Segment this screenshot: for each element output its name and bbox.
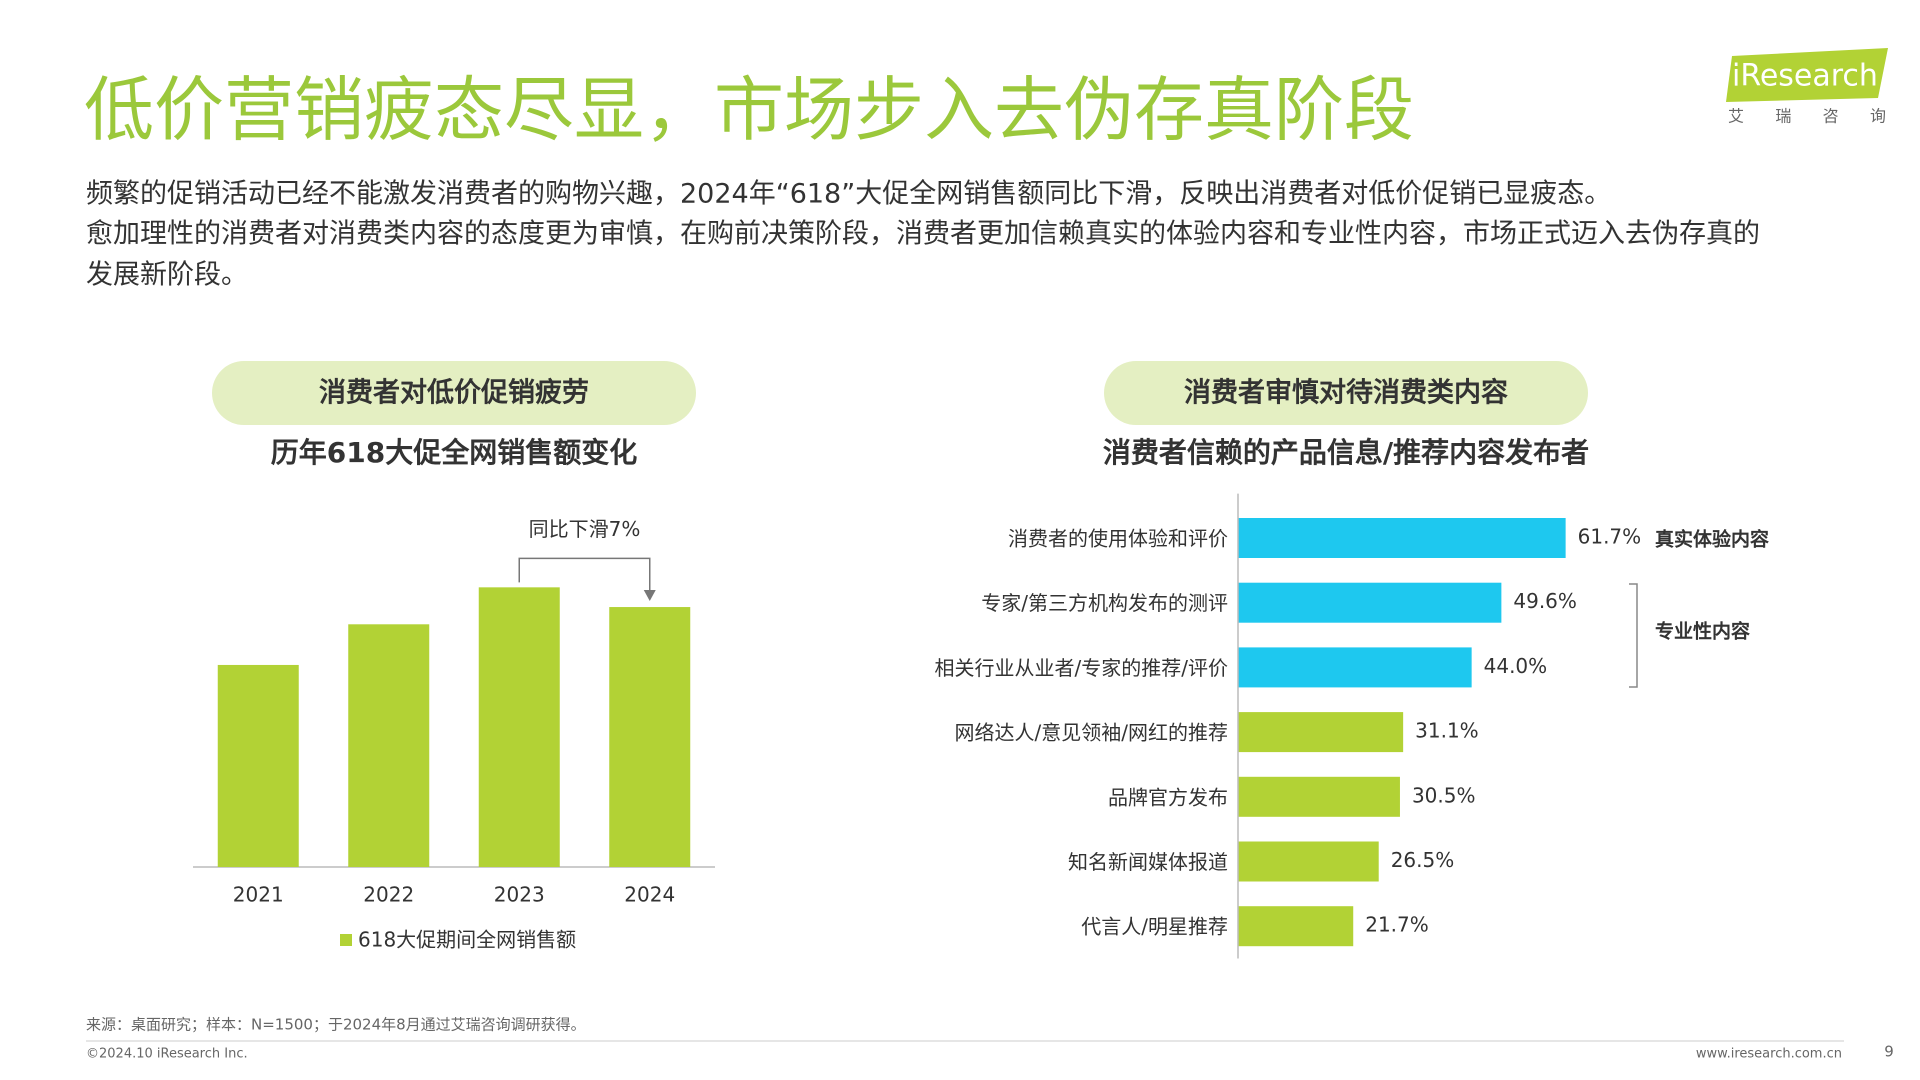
group-bracket: [1629, 583, 1638, 688]
url: www.iresearch.com.cn: [1696, 1047, 1842, 1062]
bar: [1238, 906, 1354, 947]
pill: [1104, 361, 1588, 425]
title: 低价营销疲态尽显，市场步入去伪存真阶段: [84, 69, 1414, 151]
chart-title: 消费者信赖的产品信息/推荐内容发布者: [1103, 436, 1589, 469]
annotation: 同比下滑7%: [529, 517, 641, 541]
annotation-arrow: [643, 590, 656, 602]
copyright: ©2024.10 iResearch Inc.: [86, 1047, 248, 1062]
y-tick-label: 代言人/明星推荐: [1081, 915, 1228, 939]
source: 来源：桌面研究；样本：N=1500；于2024年8月通过艾瑞咨询调研获得。: [86, 1016, 586, 1034]
bar: [348, 624, 430, 867]
body-line: 发展新阶段。: [86, 260, 248, 291]
bar: [1238, 582, 1502, 623]
y-tick-label: 消费者的使用体验和评价: [1008, 527, 1228, 551]
bar: [478, 587, 560, 867]
group-label: 专业性内容: [1655, 620, 1750, 643]
chart-heading: 消费者审慎对待消费类内容: [1184, 377, 1508, 409]
annotation-bracket: [518, 557, 651, 592]
x-tick-label: 2024: [624, 883, 675, 907]
value-label: 30.5%: [1412, 783, 1476, 807]
group-label: 真实体验内容: [1655, 528, 1769, 551]
pill: [212, 361, 696, 425]
bar: [1238, 776, 1400, 817]
bar: [217, 664, 299, 867]
value-label: 26.5%: [1391, 848, 1455, 872]
y-tick-label: 网络达人/意见领袖/网红的推荐: [955, 721, 1228, 745]
y-tick-label: 专家/第三方机构发布的测评: [981, 591, 1228, 615]
legend-label: 618大促期间全网销售额: [358, 928, 576, 952]
chart-title: 历年618大促全网销售额变化: [271, 436, 637, 469]
bar: [1238, 841, 1379, 882]
logo-shape: [1726, 48, 1888, 102]
legend-swatch: [340, 934, 352, 946]
page-number: 9: [1884, 1043, 1894, 1061]
body-line: 频繁的促销活动已经不能激发消费者的购物兴趣，2024年“618”大促全网销售额同…: [86, 179, 1611, 210]
value-label: 44.0%: [1484, 654, 1548, 678]
bar: [609, 607, 691, 867]
chart-heading: 消费者对低价促销疲劳: [319, 377, 589, 409]
bar: [1238, 712, 1404, 753]
x-tick-label: 2022: [363, 883, 414, 907]
x-tick-label: 2021: [233, 883, 284, 907]
value-label: 61.7%: [1578, 525, 1642, 549]
body-line: 愈加理性的消费者对消费类内容的态度更为审慎，在购前决策阶段，消费者更加信赖真实的…: [86, 219, 1760, 250]
logo-tagline: 艾 瑞 咨 询: [1728, 107, 1886, 126]
value-label: 21.7%: [1365, 913, 1429, 937]
bar: [1238, 518, 1566, 558]
value-label: 49.6%: [1513, 589, 1577, 613]
y-tick-label: 知名新闻媒体报道: [1068, 850, 1228, 874]
x-tick-label: 2023: [494, 883, 545, 907]
logo-brand: iResearch: [1732, 59, 1878, 94]
bar: [1238, 647, 1472, 688]
y-tick-label: 品牌官方发布: [1108, 785, 1228, 809]
value-label: 31.1%: [1415, 719, 1479, 743]
y-tick-label: 相关行业从业者/专家的推荐/评价: [935, 656, 1228, 680]
